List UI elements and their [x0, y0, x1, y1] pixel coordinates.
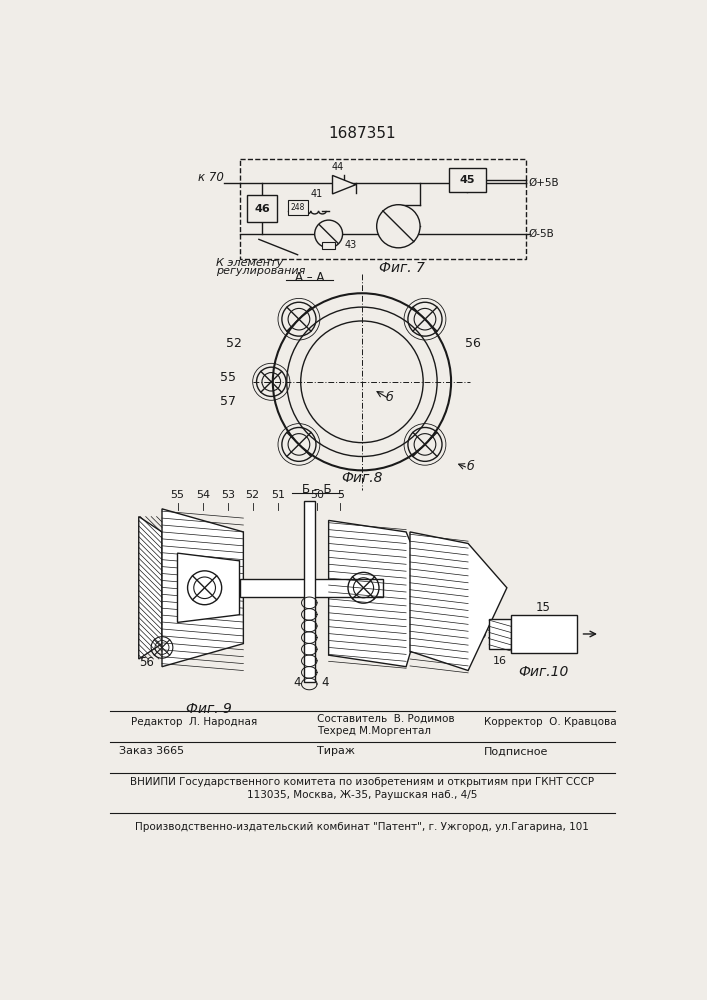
Polygon shape: [240, 579, 383, 597]
Text: 4: 4: [321, 676, 328, 689]
Text: ВНИИПИ Государственного комитета по изобретениям и открытиям при ГКНТ СССР: ВНИИПИ Государственного комитета по изоб…: [130, 777, 594, 787]
Text: Фиг.10: Фиг.10: [518, 665, 568, 679]
Text: 4: 4: [294, 676, 301, 689]
Text: Заказ 3665: Заказ 3665: [119, 746, 185, 756]
Text: 113035, Москва, Ж-35, Раушская наб., 4/5: 113035, Москва, Ж-35, Раушская наб., 4/5: [247, 790, 477, 800]
Text: 15: 15: [536, 601, 551, 614]
Text: 248: 248: [291, 203, 305, 212]
Polygon shape: [177, 553, 240, 622]
Text: 41: 41: [310, 189, 322, 199]
Text: Б – Б: Б – Б: [302, 483, 332, 496]
Bar: [240, 158, 526, 259]
Text: 53: 53: [221, 490, 235, 500]
Bar: [449, 168, 486, 192]
Text: регулирования: регулирования: [216, 266, 305, 276]
Text: 52: 52: [245, 490, 259, 500]
Polygon shape: [489, 619, 510, 649]
Bar: [247, 195, 276, 222]
Text: 50: 50: [310, 490, 324, 500]
Text: 52: 52: [226, 337, 242, 350]
Text: Составитель  В. Родимов: Составитель В. Родимов: [317, 713, 455, 723]
Bar: [322, 242, 335, 249]
Text: 55: 55: [170, 490, 185, 500]
Polygon shape: [139, 517, 162, 659]
Text: Фиг. 9: Фиг. 9: [185, 702, 231, 716]
Text: Ø+5В: Ø+5В: [529, 178, 559, 188]
Text: 51: 51: [271, 490, 285, 500]
Text: Производственно-издательский комбинат "Патент", г. Ужгород, ул.Гагарина, 101: Производственно-издательский комбинат "П…: [135, 822, 589, 832]
Text: 55: 55: [220, 371, 235, 384]
Text: Фиг. 7: Фиг. 7: [379, 261, 425, 275]
Text: 43: 43: [344, 240, 356, 250]
Text: 56: 56: [139, 656, 154, 669]
Text: 44: 44: [332, 162, 344, 172]
Text: К элементу: К элементу: [216, 258, 284, 268]
Polygon shape: [162, 509, 243, 667]
Polygon shape: [304, 501, 315, 682]
Text: б: б: [385, 391, 393, 404]
Polygon shape: [510, 615, 577, 653]
Text: 54: 54: [196, 490, 210, 500]
Text: Тираж: Тираж: [317, 746, 355, 756]
Text: Корректор  О. Кравцова: Корректор О. Кравцова: [484, 717, 617, 727]
Polygon shape: [329, 520, 429, 667]
Text: 1687351: 1687351: [328, 126, 396, 141]
Text: 46: 46: [254, 204, 270, 214]
Text: 56: 56: [465, 337, 481, 350]
Polygon shape: [410, 532, 507, 671]
Text: Фиг.8: Фиг.8: [341, 471, 382, 485]
Text: б: б: [467, 460, 474, 473]
Circle shape: [315, 220, 343, 248]
Text: Техред М.Моргентал: Техред М.Моргентал: [317, 726, 431, 736]
Text: Редактор  Л. Народная: Редактор Л. Народная: [131, 717, 257, 727]
Text: Подписное: Подписное: [484, 746, 548, 756]
Text: А – А: А – А: [295, 271, 324, 284]
Text: 16: 16: [493, 656, 507, 666]
Circle shape: [377, 205, 420, 248]
Text: Ø-5В: Ø-5В: [529, 229, 554, 239]
Text: к 70: к 70: [198, 171, 224, 184]
Bar: [288, 200, 308, 215]
Polygon shape: [332, 175, 356, 194]
Text: 5: 5: [337, 490, 344, 500]
Text: 45: 45: [460, 175, 475, 185]
Text: 57: 57: [220, 395, 235, 408]
